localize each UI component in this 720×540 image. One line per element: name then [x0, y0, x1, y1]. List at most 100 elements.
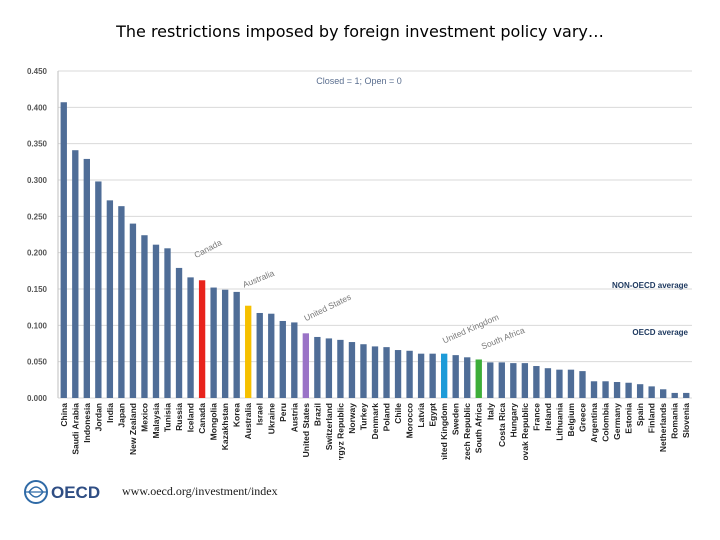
x-label-united-states: United States: [301, 403, 311, 458]
oecd-logo-text: OECD: [51, 483, 100, 502]
bar-korea: [233, 291, 240, 398]
chart-subtitle: Closed = 1; Open = 0: [316, 76, 402, 86]
y-tick-label: 0.000: [27, 394, 48, 403]
x-label-iceland: Iceland: [186, 403, 196, 432]
bar-argentina: [590, 381, 598, 398]
x-label-romania: Romania: [670, 403, 680, 439]
y-tick-label: 0.200: [27, 249, 48, 258]
y-tick-label: 0.050: [27, 358, 48, 367]
y-tick-label: 0.400: [27, 103, 48, 112]
x-label-chile: Chile: [393, 403, 403, 424]
bar-japan: [118, 206, 125, 398]
oecd-logo: OECD: [24, 480, 100, 504]
x-label-turkey: Turkey: [358, 403, 368, 431]
x-label-egypt: Egypt: [428, 403, 438, 427]
x-label-poland: Poland: [382, 403, 392, 431]
oecd-average-annotation: OECD average: [632, 328, 688, 337]
x-label-costa-rica: Costa Rica: [497, 403, 507, 447]
bar-india: [106, 200, 114, 398]
bar-brazil: [314, 336, 321, 398]
bar-sweden: [452, 355, 459, 398]
bar-australia: [245, 305, 252, 398]
oecd-globe-icon: [24, 480, 48, 504]
x-label-slovak-republic: Slovak Republic: [520, 403, 530, 460]
bar-israel: [256, 312, 263, 398]
x-label-peru: Peru: [278, 403, 288, 422]
x-label-united-kingdom: United Kingdom: [439, 403, 449, 460]
x-axis-category-labels: China Saudi Arabia Indonesia Jordan India Jap…: [59, 403, 691, 460]
bar-morocco: [406, 350, 413, 398]
y-tick-label: 0.250: [27, 212, 48, 221]
bar-austria: [291, 322, 298, 398]
x-label-hungary: Hungary: [508, 403, 518, 438]
x-label-south-africa: South Africa: [474, 403, 484, 453]
bar-germany: [613, 382, 621, 398]
bar-denmark: [371, 346, 379, 398]
x-label-jordan: Jordan: [93, 403, 103, 431]
x-label-kyrgyz-republic: Kyrgyz Republic: [335, 403, 345, 460]
callout-united-states: United States: [302, 292, 352, 323]
y-axis-ticks: 0.000 0.050 0.100 0.150 0.200 0.250 0.300 0.350…: [27, 67, 48, 403]
x-label-greece: Greece: [577, 403, 587, 432]
bar-chart: 0.000 0.050 0.100 0.150 0.200 0.250 0.300 0.350…: [27, 67, 692, 460]
x-label-denmark: Denmark: [370, 403, 380, 440]
callout-canada: Canada: [192, 237, 223, 260]
x-label-malaysia: Malaysia: [151, 403, 161, 439]
bar-ireland: [544, 368, 552, 398]
x-label-india: India: [105, 403, 115, 423]
x-label-italy: Italy: [485, 403, 495, 420]
x-label-canada: Canada: [197, 403, 207, 434]
callout-australia: Australia: [241, 268, 276, 290]
bar-mongolia: [210, 287, 217, 398]
bar-czech-republic: [464, 357, 471, 398]
x-label-china: China: [59, 403, 69, 427]
bar-norway: [348, 342, 356, 398]
y-tick-label: 0.100: [27, 321, 48, 330]
bar-greece: [579, 371, 586, 398]
y-tick-label: 0.300: [27, 176, 48, 185]
bar-turkey: [360, 344, 367, 398]
bar-indonesia: [83, 158, 90, 398]
x-label-argentina: Argentina: [589, 403, 599, 443]
bar-lithuania: [556, 369, 563, 398]
x-label-belgium: Belgium: [566, 403, 576, 437]
x-label-new-zealand: New Zealand: [128, 403, 138, 455]
x-label-ukraine: Ukraine: [266, 403, 276, 434]
bar-spain: [636, 384, 644, 398]
y-tick-label: 0.150: [27, 285, 48, 294]
bar-united-states: [302, 333, 310, 398]
x-label-finland: Finland: [647, 403, 657, 433]
bar-costa-rica: [498, 362, 505, 398]
bar-netherlands: [660, 389, 667, 398]
bar-iceland: [187, 277, 194, 398]
x-label-norway: Norway: [347, 403, 357, 434]
bar-france: [533, 366, 540, 398]
bar-peru: [279, 320, 286, 398]
x-label-austria: Austria: [289, 403, 299, 433]
non-oecd-average-annotation: NON-OECD average: [612, 281, 689, 290]
bar-tunisia: [164, 248, 171, 398]
callout-south-africa: South Africa: [480, 325, 526, 352]
x-label-latvia: Latvia: [416, 403, 426, 428]
y-tick-label: 0.350: [27, 140, 48, 149]
bar-latvia: [417, 353, 425, 398]
x-label-australia: Australia: [243, 403, 253, 440]
x-label-mexico: Mexico: [139, 403, 149, 432]
bar-jordan: [95, 181, 102, 398]
bar-kazakhstan: [221, 289, 229, 398]
bar-ukraine: [268, 313, 275, 398]
x-label-france: France: [531, 403, 541, 431]
y-tick-label: 0.450: [27, 67, 48, 76]
x-label-kazakhstan: Kazakhstan: [220, 403, 230, 450]
bar-russia: [175, 267, 183, 398]
bar-romania: [671, 392, 678, 398]
bar-italy: [487, 362, 494, 398]
bar-switzerland: [325, 338, 333, 398]
x-label-slovenia: Slovenia: [681, 403, 691, 438]
x-label-switzerland: Switzerland: [324, 403, 334, 450]
x-label-brazil: Brazil: [312, 403, 322, 426]
bar-belgium: [567, 369, 575, 398]
x-label-indonesia: Indonesia: [82, 403, 92, 443]
bar-egypt: [429, 353, 436, 398]
